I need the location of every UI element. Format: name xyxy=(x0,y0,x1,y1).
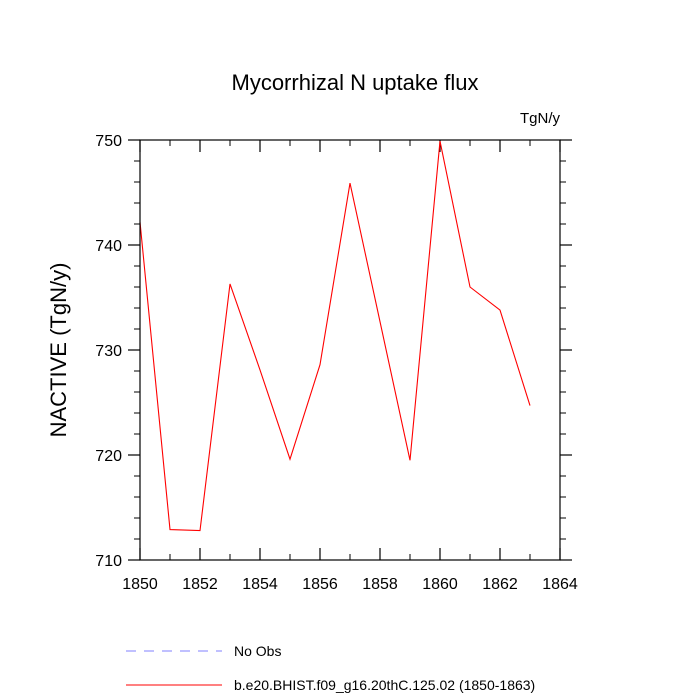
legend-label-0: No Obs xyxy=(234,643,281,659)
y-tick-label: 740 xyxy=(95,238,122,255)
axis-ticks xyxy=(128,139,572,561)
y-tick-label: 710 xyxy=(95,553,122,570)
axis-tick-labels: 1850 1852 1854 1856 1858 1860 1862 1864 710 720 73… xyxy=(95,133,578,593)
units-label: TgN/y xyxy=(520,110,561,127)
x-tick-label: 1850 xyxy=(122,576,158,593)
x-tick-label: 1858 xyxy=(362,576,398,593)
x-tick-label: 1864 xyxy=(542,576,578,593)
x-tick-label: 1852 xyxy=(182,576,218,593)
legend: No Obs b.e20.BHIST.f09_g16.20thC.125.02 (… xyxy=(126,643,535,693)
x-tick-label: 1862 xyxy=(482,576,518,593)
chart-title: Mycorrhizal N uptake flux xyxy=(232,70,479,95)
x-tick-label: 1854 xyxy=(242,576,278,593)
x-tick-label: 1856 xyxy=(302,576,338,593)
y-tick-label: 720 xyxy=(95,448,122,465)
series-layer xyxy=(139,140,531,532)
plot-frame xyxy=(139,139,561,561)
legend-label-1: b.e20.BHIST.f09_g16.20thC.125.02 (1850-1… xyxy=(234,677,535,693)
y-tick-label: 730 xyxy=(95,343,122,360)
y-axis-label: NACTIVE (TgN/y) xyxy=(46,263,71,438)
series-line-1 xyxy=(139,140,531,532)
y-tick-label: 750 xyxy=(95,133,122,150)
x-tick-label: 1860 xyxy=(422,576,458,593)
